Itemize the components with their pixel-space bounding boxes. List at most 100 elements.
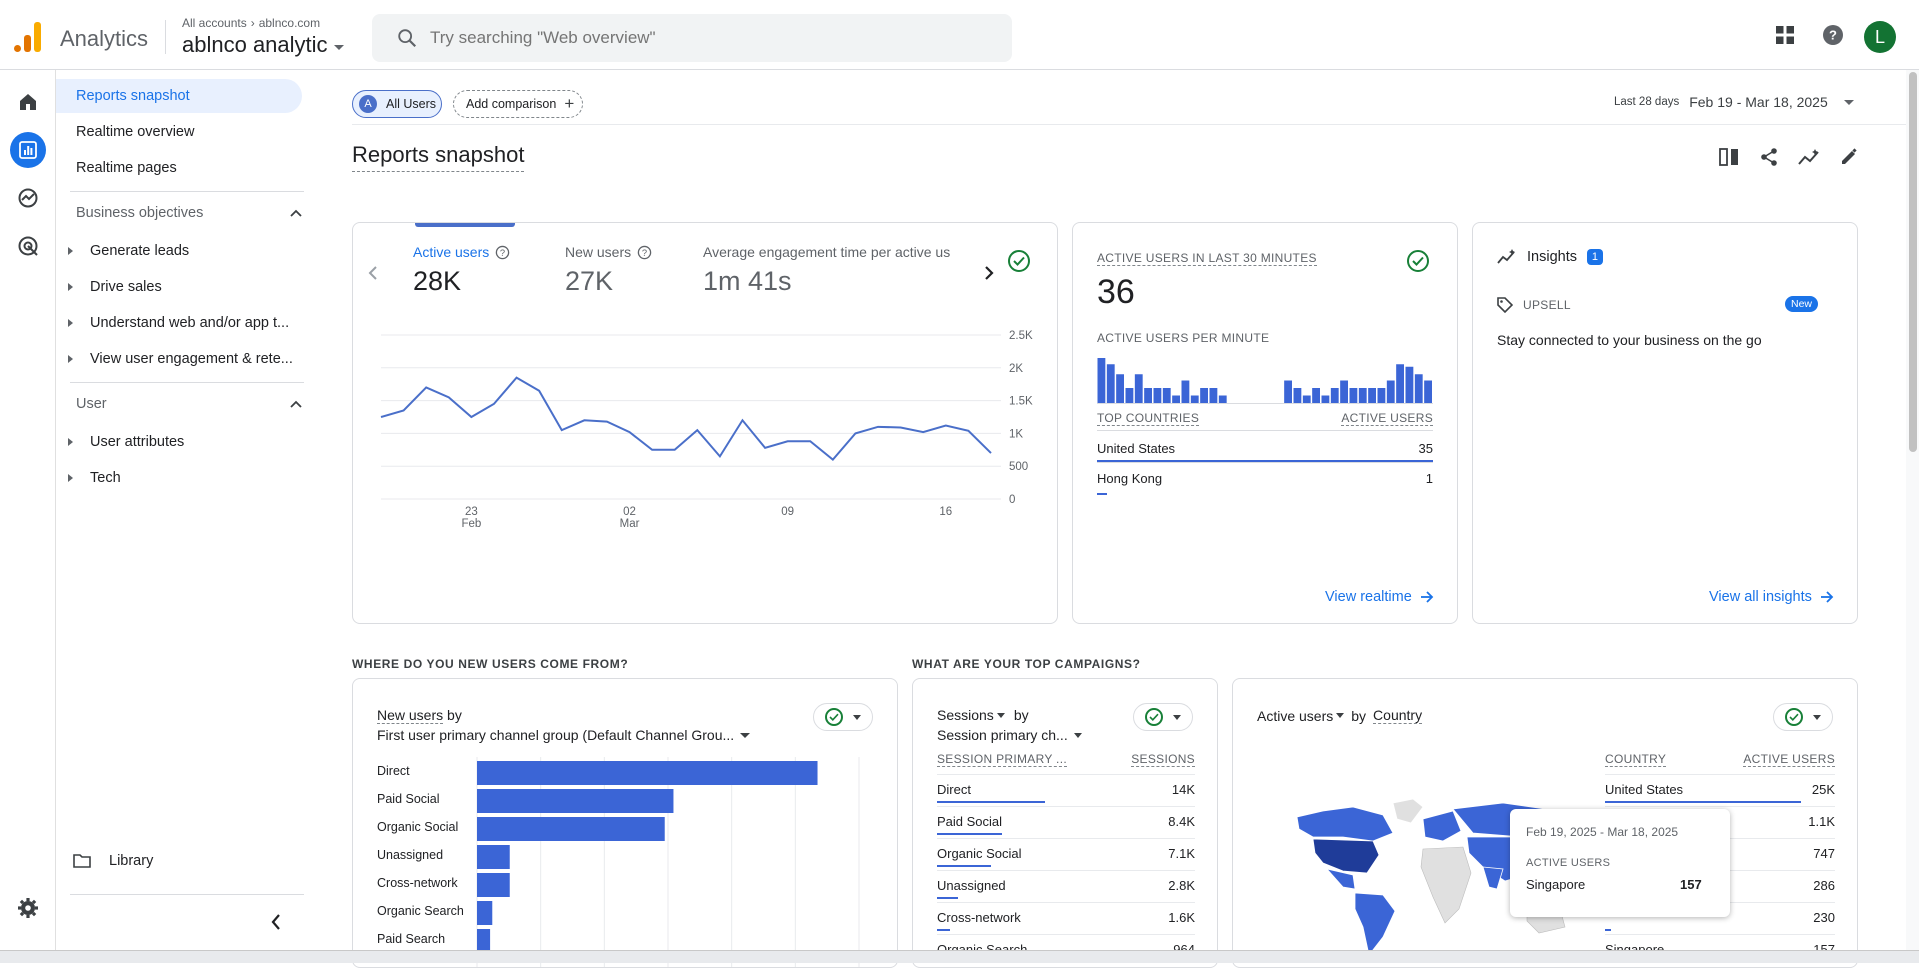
row-value: 7.1K [1168,846,1195,861]
data-quality-check-icon [1145,708,1163,726]
insights-sparkle-icon[interactable] [1796,144,1822,170]
advertising-icon[interactable] [10,228,46,264]
breadcrumb[interactable]: All accounts › ablnco.com [182,16,320,30]
column-header[interactable]: TOP COUNTRIES [1097,411,1199,426]
metric-selector[interactable]: New users [377,707,443,724]
nav-item-user-attributes[interactable]: User attributes [56,425,302,459]
property-selector[interactable]: ablnco analytic [182,32,344,58]
nav-item-library[interactable]: Library [56,844,302,878]
card-title[interactable]: Sessions by [937,707,1029,723]
svg-text:?: ? [642,247,647,257]
analytics-logo-icon[interactable] [14,22,42,52]
map-region-greenland[interactable] [1393,799,1423,823]
channel-bar [477,817,665,841]
nav-item-generate-leads[interactable]: Generate leads [56,234,302,268]
nav-item-drive-sales[interactable]: Drive sales [56,270,302,304]
minute-bar [1294,388,1302,403]
explore-icon[interactable] [10,180,46,216]
insights-header[interactable]: Insights 1 [1497,249,1603,265]
realtime-title[interactable]: ACTIVE USERS IN LAST 30 MINUTES [1097,251,1317,266]
customize-report-icon[interactable] [1716,144,1742,170]
column-header[interactable]: COUNTRY [1605,752,1666,767]
table-divider [937,934,1195,935]
nav-item-realtime-overview[interactable]: Realtime overview [56,115,302,149]
expand-triangle-icon [68,247,73,255]
edit-pencil-icon[interactable] [1836,144,1862,170]
metric-tab-new-users[interactable]: New users? 27K [565,244,652,297]
chevron-right-icon[interactable] [979,261,999,285]
settings-gear-icon[interactable] [10,890,46,926]
view-realtime-link[interactable]: View realtime [1325,589,1434,605]
property-name[interactable]: ablnco analytic [182,32,328,58]
minute-bar [1154,388,1162,403]
y-tick-label: 0 [1009,494,1015,506]
minute-bar [1340,381,1348,404]
nav-item-tech[interactable]: Tech [56,461,302,495]
map-region-united-states[interactable] [1313,839,1379,873]
expand-triangle-icon [68,319,73,327]
nav-section-user[interactable]: User [76,396,302,412]
data-quality-dropdown[interactable] [813,703,873,731]
map-region-canada[interactable] [1297,807,1393,841]
expand-triangle-icon [68,438,73,446]
dimension-selector[interactable]: Country [1373,707,1422,724]
country-value: 35 [1419,441,1433,456]
card-title[interactable]: New users by [377,707,462,723]
nav-item-realtime-pages[interactable]: Realtime pages [56,151,302,185]
map-region-africa[interactable] [1421,847,1471,923]
metric-tab-engagement-time[interactable]: Average engagement time per active us 1m… [703,244,963,297]
map-region-india[interactable] [1483,867,1503,889]
breadcrumb-account[interactable]: ablnco.com [259,16,320,30]
nav-item-reports-snapshot[interactable]: Reports snapshot [56,79,302,113]
avatar[interactable]: L [1864,21,1896,53]
nav-section-business-objectives[interactable]: Business objectives [76,205,302,221]
metric-selector[interactable]: Active users [1257,708,1333,724]
all-users-chip[interactable]: A All Users [352,90,442,118]
dimension-selector[interactable]: First user primary channel group (Defaul… [377,727,750,743]
column-header[interactable]: ACTIVE USERS [1341,411,1433,426]
help-outline-icon[interactable]: ? [637,245,652,260]
home-icon[interactable] [10,84,46,120]
row-value: 25K [1812,782,1835,797]
help-outline-icon[interactable]: ? [495,245,510,260]
card-title[interactable]: Active users by Country [1257,707,1422,724]
page-scrollbar[interactable] [1906,70,1919,950]
nav-item-understand-traffic[interactable]: Understand web and/or app t... [56,306,302,340]
map-region-europe[interactable] [1423,811,1461,841]
breadcrumb-root[interactable]: All accounts [182,16,247,30]
add-comparison-button[interactable]: Add comparison + [453,90,583,118]
data-quality-check-icon[interactable] [1008,250,1030,272]
insight-text[interactable]: Stay connected to your business on the g… [1497,332,1762,348]
data-quality-check-icon[interactable] [1407,250,1429,272]
nav-item-user-engagement[interactable]: View user engagement & rete... [56,342,302,376]
nav-item-label: Tech [90,470,121,486]
chevron-left-icon[interactable] [363,261,383,285]
category-label: Direct [377,764,410,778]
search-bar[interactable] [372,14,1012,62]
scrollbar-thumb[interactable] [1909,72,1917,452]
data-quality-dropdown[interactable] [1133,703,1193,731]
column-header[interactable]: SESSIONS [1131,752,1195,767]
dimension-selector[interactable]: Session primary ch... [937,727,1082,743]
share-icon[interactable] [1756,144,1782,170]
column-header[interactable]: ACTIVE USERS [1743,752,1835,767]
view-all-insights-link[interactable]: View all insights [1709,589,1834,605]
data-quality-dropdown[interactable] [1773,703,1833,731]
map-region-south-america[interactable] [1355,893,1395,955]
apps-grid-icon[interactable] [1772,22,1798,48]
column-header[interactable]: SESSION PRIMARY ... [937,752,1067,767]
metric-tab-active-users[interactable]: Active users? 28K [413,244,510,297]
row-value: 8.4K [1168,814,1195,829]
metric-selector[interactable]: Sessions [937,707,994,723]
help-icon[interactable]: ? [1820,22,1846,48]
reports-icon[interactable] [10,132,46,168]
collapse-nav-button[interactable] [264,910,288,934]
date-range-selector[interactable]: Last 28 days Feb 19 - Mar 18, 2025 [1614,94,1854,110]
search-input[interactable] [430,28,990,48]
